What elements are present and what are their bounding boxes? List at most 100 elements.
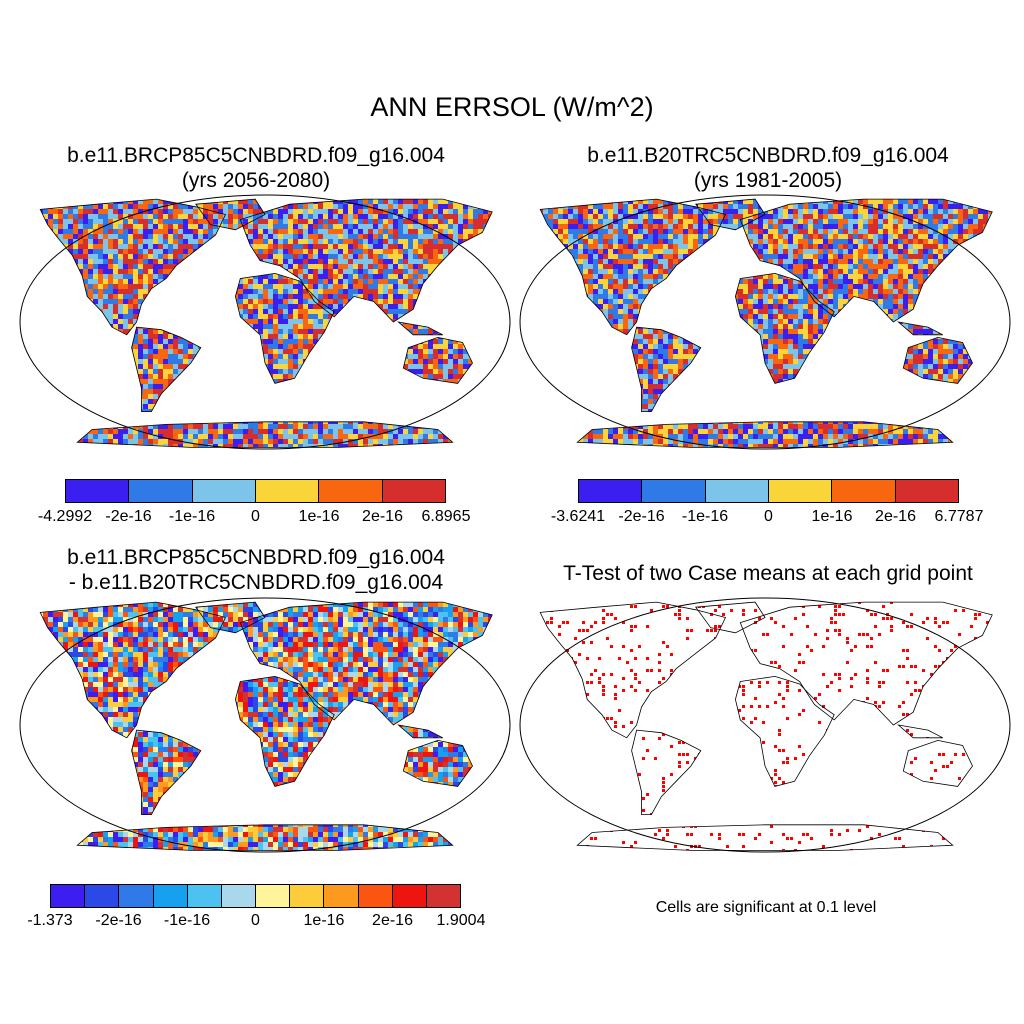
colorbar-swatch [153, 885, 188, 907]
coastline-eurasia [739, 198, 993, 323]
colorbar-swatch [382, 480, 445, 502]
colorbar-tick-label: 1e-16 [298, 508, 340, 525]
colorbar-tick-label: 2e-16 [372, 912, 413, 929]
map-panel-1 [19, 194, 511, 450]
coastline-greenland [195, 198, 266, 231]
colorbar-swatch [256, 885, 291, 907]
coastline-greenland [195, 601, 266, 634]
colorbar-tick-label: 1.9004 [436, 912, 486, 929]
colorbar-tick-label: -2e-16 [105, 508, 152, 525]
colorbar-panel-3 [50, 884, 461, 908]
coastline-namerica [539, 198, 727, 336]
colorbar-swatch [324, 885, 359, 907]
coastline-namerica [539, 601, 727, 739]
colorbar-swatch [642, 480, 706, 502]
colorbar-swatch [66, 480, 130, 502]
coastline-antarctica [76, 824, 454, 851]
map-panel-4 [519, 597, 1011, 853]
colorbar-swatch [85, 885, 120, 907]
coastline-samerica [131, 729, 202, 816]
colorbar-tick-label: 2e-16 [875, 508, 916, 525]
colorbar-swatch [290, 885, 325, 907]
coastline-africa [734, 272, 835, 384]
colorbar-tick-label: -4.2992 [37, 508, 93, 525]
colorbar-swatch [221, 885, 257, 907]
coastline-indonesia [897, 321, 943, 336]
coastline-namerica [39, 601, 227, 739]
colorbar-panel-1 [65, 479, 446, 503]
colorbar-tick-label: 0 [251, 508, 260, 525]
colorbar-swatch [426, 885, 461, 907]
colorbar-swatch [768, 480, 833, 502]
coastline-australia [402, 336, 473, 384]
panel1-title: b.e11.BRCP85C5CNBDRD.f09_g16.004 [67, 144, 445, 167]
coastline-eurasia [239, 601, 493, 726]
colorbar-panel-2-labels: -3.6241 -2e-16 -1e-16 0 1e-16 2e-16 6.7787 [551, 508, 984, 528]
coastline-samerica [631, 326, 702, 413]
map-panel-3 [19, 597, 511, 853]
significance-note: Cells are significant at 0.1 level [655, 899, 877, 916]
colorbar-tick-label: -1e-16 [163, 912, 211, 929]
coastline-eurasia [239, 198, 493, 323]
colorbar-swatch [255, 480, 320, 502]
coastline-namerica [39, 198, 227, 336]
coastline-australia [402, 739, 473, 787]
colorbar-swatch [187, 885, 222, 907]
colorbar-tick-label: 6.7787 [934, 508, 984, 525]
coastline-greenland [695, 198, 766, 231]
coastline-australia [902, 336, 973, 384]
coastline-samerica [131, 326, 202, 413]
colorbar-swatch [119, 885, 154, 907]
colorbar-swatch [51, 885, 86, 907]
coastline-antarctica [76, 421, 454, 448]
map-panel-2 [519, 194, 1011, 450]
coastline-indonesia [397, 321, 443, 336]
coastline-indonesia [397, 724, 443, 739]
coastline-antarctica [576, 824, 954, 851]
colorbar-swatch [705, 480, 769, 502]
colorbar-tick-label: 1e-16 [303, 912, 345, 929]
colorbar-swatch [832, 480, 896, 502]
panel2-title: b.e11.B20TRC5CNBDRD.f09_g16.004 [587, 144, 949, 167]
colorbar-tick-label: 2e-16 [362, 508, 403, 525]
figure-title: ANN ERRSOL (W/m^2) [370, 92, 654, 122]
colorbar-swatch [895, 480, 958, 502]
coastline-africa [734, 675, 835, 787]
coastline-greenland [695, 601, 766, 634]
colorbar-tick-label: 0 [251, 912, 260, 929]
coastline-africa [234, 272, 335, 384]
colorbar-swatch [358, 885, 393, 907]
colorbar-tick-label: -3.6241 [550, 508, 606, 525]
colorbar-swatch [192, 480, 256, 502]
map-frame [519, 194, 1011, 450]
panel1-subtitle: (yrs 2056-2080) [181, 169, 331, 192]
colorbar-panel-1-labels: -4.2992 -2e-16 -1e-16 0 1e-16 2e-16 6.8965 [38, 508, 471, 528]
panel2-subtitle: (yrs 1981-2005) [693, 169, 843, 192]
colorbar-swatch [579, 480, 643, 502]
map-frame [519, 597, 1011, 853]
colorbar-tick-label: -1e-16 [681, 508, 729, 525]
coastline-australia [902, 739, 973, 787]
panel4-title: T-Test of two Case means at each grid po… [563, 562, 973, 585]
coastline-africa [234, 675, 335, 787]
colorbar-tick-label: 6.8965 [421, 508, 471, 525]
colorbar-swatch [129, 480, 193, 502]
panel3-title: b.e11.BRCP85C5CNBDRD.f09_g16.004 [67, 546, 445, 569]
colorbar-tick-label: -2e-16 [618, 508, 665, 525]
coastline-samerica [631, 729, 702, 816]
colorbar-tick-label: -1e-16 [168, 508, 216, 525]
map-frame [19, 194, 511, 450]
coastline-antarctica [576, 421, 954, 448]
colorbar-tick-label: -2e-16 [95, 912, 142, 929]
colorbar-panel-2 [578, 479, 959, 503]
coastline-eurasia [739, 601, 993, 726]
colorbar-tick-label: 1e-16 [811, 508, 853, 525]
colorbar-swatch [319, 480, 383, 502]
coastline-indonesia [897, 724, 943, 739]
colorbar-tick-label: 0 [764, 508, 773, 525]
panel3-subtitle: - b.e11.B20TRC5CNBDRD.f09_g16.004 [68, 571, 444, 594]
colorbar-tick-label: -1.373 [27, 912, 73, 929]
map-frame [19, 597, 511, 853]
colorbar-panel-3-labels: -1.373 -2e-16 -1e-16 0 1e-16 2e-16 1.9004 [27, 912, 485, 932]
colorbar-swatch [392, 885, 427, 907]
